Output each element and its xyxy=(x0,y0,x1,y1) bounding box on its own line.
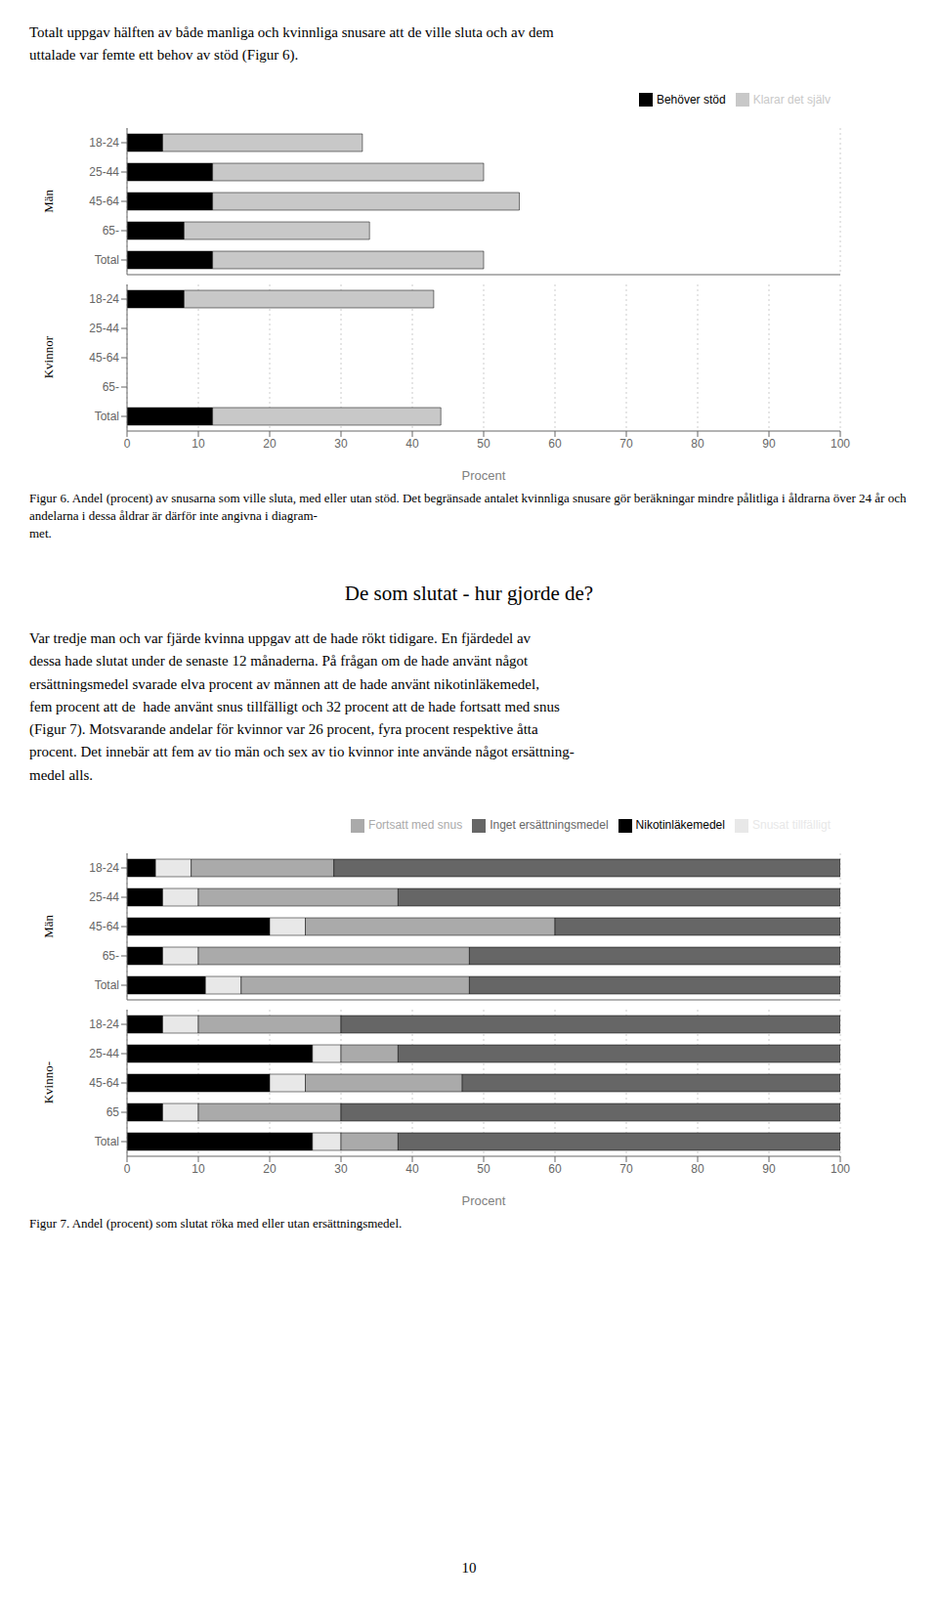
html-text:Inget ersättningsmedel: Inget ersättningsmedel xyxy=(489,817,609,832)
html-text:Män: Män xyxy=(41,189,56,213)
html-text:fem procent att de hade använt: fem procent att de hade använt snus till… xyxy=(29,698,560,715)
html-text:Totalt uppgav hälften av både: Totalt uppgav hälften av både manliga oc… xyxy=(29,24,554,41)
svg-text:45-64: 45-64 xyxy=(88,1075,120,1090)
svg-text:90: 90 xyxy=(762,435,776,450)
svg-text:Total: Total xyxy=(94,409,120,424)
svg-text:0: 0 xyxy=(124,1160,131,1175)
svg-text:18-24: 18-24 xyxy=(88,860,120,875)
svg-text:10: 10 xyxy=(191,1160,206,1175)
html-text:10: 10 xyxy=(461,1559,477,1576)
html-text:Nikotinläkemedel: Nikotinläkemedel xyxy=(635,817,725,832)
svg-text:Total: Total xyxy=(94,253,120,267)
svg-text:45-64: 45-64 xyxy=(88,919,120,934)
svg-text:25-44: 25-44 xyxy=(88,321,120,336)
html-text:met.: met. xyxy=(29,525,52,541)
svg-text:25-44: 25-44 xyxy=(88,1046,120,1061)
svg-text:60: 60 xyxy=(548,1160,562,1175)
svg-text:65-: 65- xyxy=(102,380,120,394)
html-text:Var tredje man och var fjärde: Var tredje man och var fjärde kvinna upp… xyxy=(29,630,531,646)
html-text:Figur 7. Andel (procent) som s: Figur 7. Andel (procent) som slutat röka… xyxy=(29,1215,402,1230)
svg-text:Total: Total xyxy=(94,978,120,992)
html-text:Klarar det själv: Klarar det själv xyxy=(752,92,831,107)
svg-text:18-24: 18-24 xyxy=(88,135,120,150)
html-text:Behöver stöd: Behöver stöd xyxy=(656,92,726,107)
svg-text:Procent: Procent xyxy=(462,1193,507,1207)
html-text:De som slutat - hur gjorde de?: De som slutat - hur gjorde de? xyxy=(344,581,594,605)
svg-text:18-24: 18-24 xyxy=(88,292,120,306)
svg-text:Total: Total xyxy=(94,1134,120,1149)
html-text:medel alls.: medel alls. xyxy=(29,766,93,783)
svg-text:60: 60 xyxy=(548,435,562,450)
svg-text:80: 80 xyxy=(690,1160,705,1175)
html-text:(Figur 7). Motsvarande andelar: (Figur 7). Motsvarande andelar för kvinn… xyxy=(29,721,539,737)
svg-text:25-44: 25-44 xyxy=(88,165,120,179)
svg-text:10: 10 xyxy=(191,435,206,450)
svg-text:20: 20 xyxy=(262,1160,277,1175)
html-text:Figur 6. Andel (procent) av sn: Figur 6. Andel (procent) av snusarna som… xyxy=(29,490,907,523)
html-text:ersättningsmedel svarade elva: ersättningsmedel svarade elva procent av… xyxy=(29,675,540,692)
html-text:Snusat tillfälligt: Snusat tillfälligt xyxy=(752,817,831,832)
svg-text:25-44: 25-44 xyxy=(88,890,120,904)
html-text:Kvinnor: Kvinnor xyxy=(41,335,56,379)
svg-text:100: 100 xyxy=(830,435,851,450)
svg-text:50: 50 xyxy=(476,435,491,450)
svg-text:45-64: 45-64 xyxy=(88,194,120,209)
svg-text:70: 70 xyxy=(619,1160,634,1175)
svg-text:40: 40 xyxy=(405,435,420,450)
html-text:dessa hade slutat under de sen: dessa hade slutat under de senaste 12 må… xyxy=(29,652,528,669)
html-text:Kvinno-: Kvinno- xyxy=(41,1061,56,1104)
svg-text:65: 65 xyxy=(106,1105,121,1119)
svg-text:50: 50 xyxy=(476,1160,491,1175)
svg-text:30: 30 xyxy=(334,1160,348,1175)
svg-text:65-: 65- xyxy=(102,223,120,238)
svg-text:80: 80 xyxy=(690,435,705,450)
html-text:procent. Det innebär att fem a: procent. Det innebär att fem av tio män … xyxy=(29,743,575,760)
svg-text:45-64: 45-64 xyxy=(88,350,120,365)
html-text:Fortsatt med snus: Fortsatt med snus xyxy=(368,817,463,832)
svg-text:40: 40 xyxy=(405,1160,420,1175)
svg-text:90: 90 xyxy=(762,1160,776,1175)
svg-text:20: 20 xyxy=(262,435,277,450)
svg-text:Procent: Procent xyxy=(462,468,507,482)
svg-text:18-24: 18-24 xyxy=(88,1017,120,1031)
svg-text:0: 0 xyxy=(124,435,131,450)
svg-text:65-: 65- xyxy=(102,948,120,963)
html-text:uttalade var femte ett behov a: uttalade var femte ett behov av stöd (Fi… xyxy=(29,47,299,63)
html-text:Män: Män xyxy=(41,914,56,938)
svg-text:100: 100 xyxy=(830,1160,851,1175)
svg-text:30: 30 xyxy=(334,435,348,450)
svg-text:70: 70 xyxy=(619,435,634,450)
